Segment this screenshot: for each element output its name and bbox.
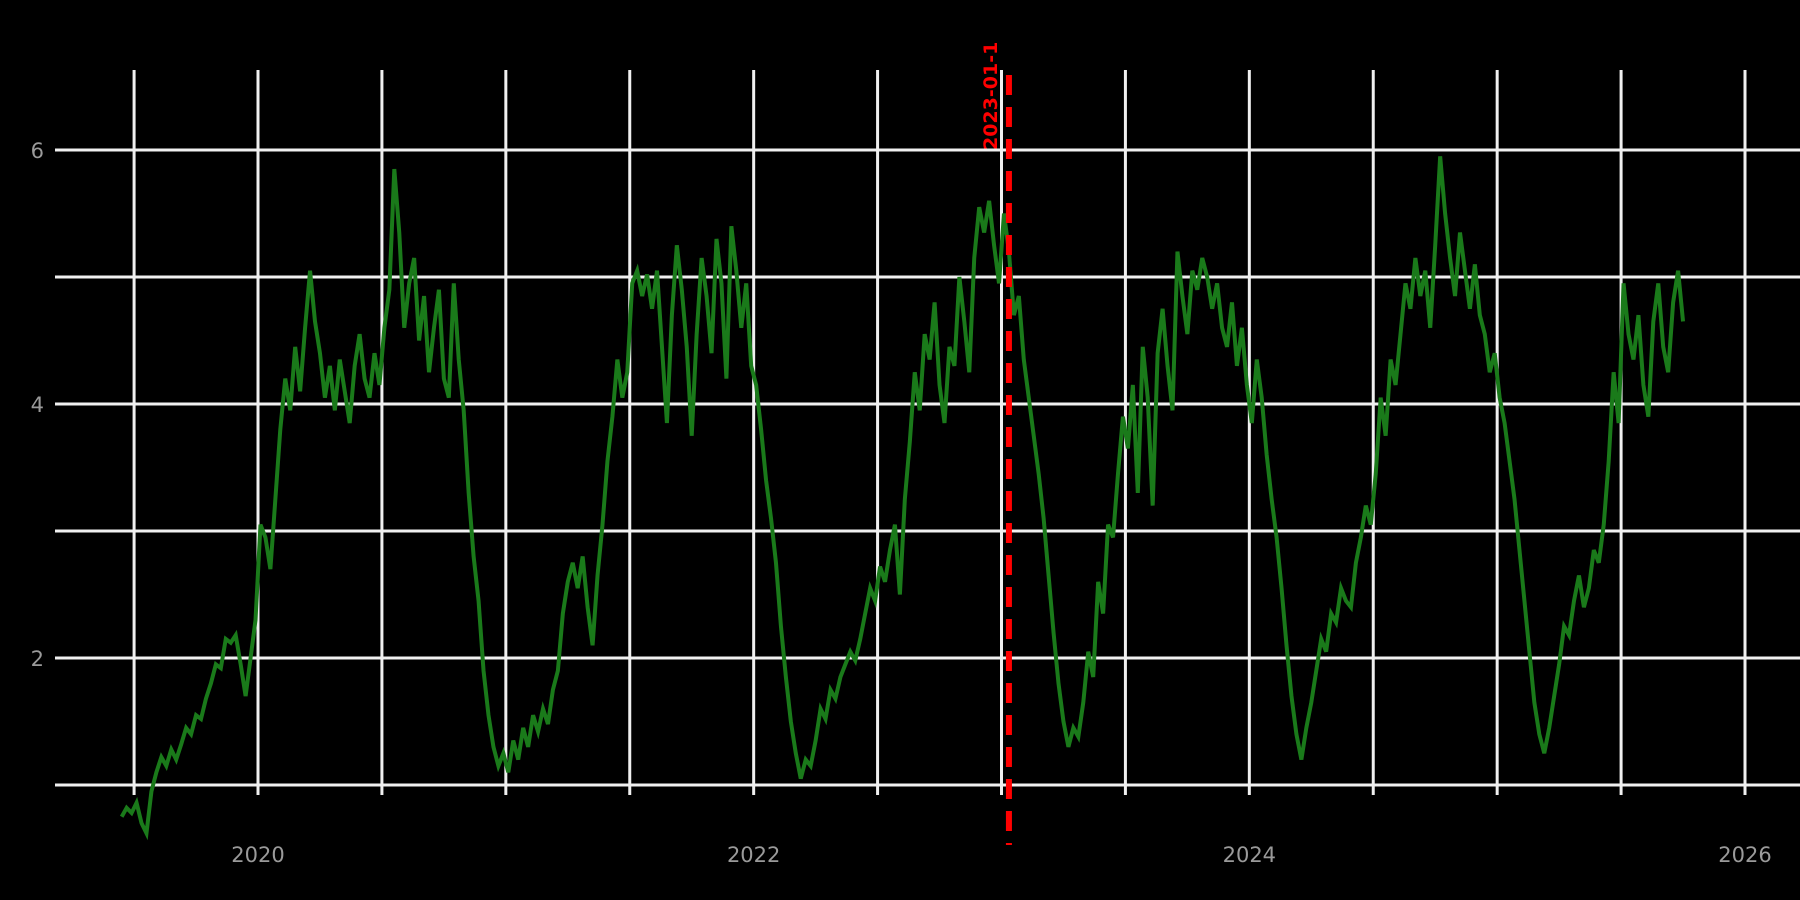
y-tick-label: 2	[31, 647, 44, 671]
annotation-layer: 2023-01-1	[980, 42, 1012, 845]
y-gridlines	[55, 148, 1800, 787]
x-tick-label: 2024	[1223, 843, 1276, 867]
y-tick-label: 4	[31, 393, 44, 417]
x-tick-label: 2020	[231, 843, 284, 867]
x-tick-label: 2022	[727, 843, 780, 867]
y-axis-tick-labels: 2 4 6	[31, 139, 44, 671]
series-line-0	[119, 156, 1686, 841]
x-tick-label: 2026	[1718, 843, 1771, 867]
y-tick-label: 6	[31, 139, 44, 163]
series-layer	[119, 156, 1686, 841]
vline-annotation-label: 2023-01-1	[980, 42, 1002, 150]
x-gridlines	[132, 70, 1747, 795]
x-axis-tick-labels: 2020 2022 2024 2026	[231, 843, 1771, 867]
